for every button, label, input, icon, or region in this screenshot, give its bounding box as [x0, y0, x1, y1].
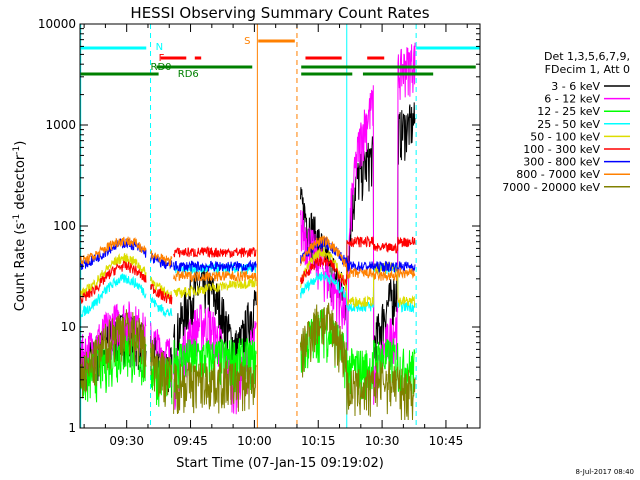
y-axis: 1 10 100 1000 10000: [38, 17, 480, 435]
series-line: [80, 262, 416, 318]
x-axis-label: Start Time (07-Jan-15 09:19:02): [176, 456, 384, 471]
flag-label: S: [244, 36, 250, 47]
x-tick-label: 10:15: [301, 434, 336, 448]
series-line: [80, 235, 416, 305]
y-tick-label: 10000: [38, 17, 76, 31]
flag-label: N: [156, 42, 163, 53]
y-tick-label: 1: [68, 421, 76, 435]
legend-label: 50 - 100 keV: [530, 130, 600, 143]
series-line: [80, 309, 416, 407]
legend-header: FDecim 1, Att 0: [545, 63, 630, 76]
legend-label: 12 - 25 keV: [537, 105, 600, 118]
chart-title: HESSI Observing Summary Count Rates: [130, 4, 429, 22]
legend-label: 6 - 12 keV: [544, 93, 600, 106]
series-line: [80, 235, 416, 283]
x-tick-label: 09:45: [173, 434, 208, 448]
x-tick-label: 10:30: [365, 434, 400, 448]
legend-label: 300 - 800 keV: [523, 156, 600, 169]
x-tick-label: 10:45: [429, 434, 464, 448]
flag-label: RD6: [178, 69, 199, 80]
legend-label: 25 - 50 keV: [537, 118, 600, 131]
legend-header: Det 1,3,5,6,7,9,: [544, 50, 630, 63]
legend-label: 800 - 7000 keV: [516, 168, 600, 181]
y-axis-label: Count Rate (s-1 detector-1): [12, 141, 28, 312]
plot-area: NF S RD0 RD6: [80, 24, 480, 428]
y-tick-label: 10: [61, 320, 76, 334]
legend-label: 3 - 6 keV: [551, 80, 600, 93]
legend-label: 7000 - 20000 keV: [502, 181, 600, 194]
y-tick-label: 100: [53, 219, 76, 233]
plot-content: NF S RD0 RD6: [80, 24, 480, 428]
x-axis: 09:30 09:45 10:00 10:15 10:30 10:45: [83, 24, 468, 448]
footer-timestamp: 8-Jul-2017 08:40: [575, 468, 634, 476]
x-tick-label: 10:00: [237, 434, 272, 448]
series-line: [80, 236, 416, 274]
y-tick-label: 1000: [45, 118, 76, 132]
legend: Det 1,3,5,6,7,9,FDecim 1, Att 0 3 - 6 keV…: [502, 50, 630, 194]
flag-label: F: [159, 53, 165, 64]
x-tick-label: 09:30: [109, 434, 144, 448]
legend-label: 100 - 300 keV: [523, 143, 600, 156]
series-line: [80, 302, 416, 421]
flag-label: RD0: [151, 62, 172, 73]
